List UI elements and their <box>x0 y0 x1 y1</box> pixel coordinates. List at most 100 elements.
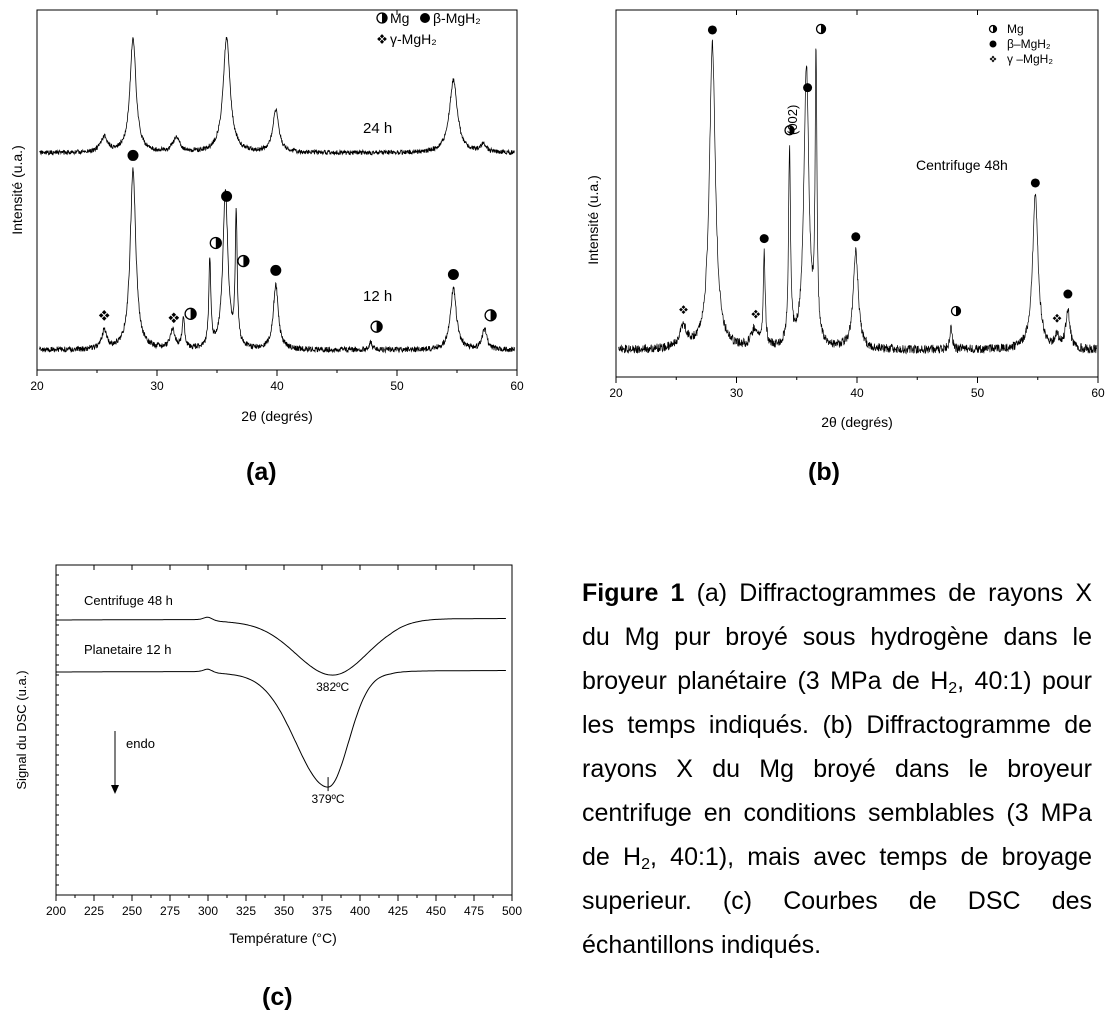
a-tick-label: 50 <box>390 379 404 393</box>
diamond-shape <box>681 305 686 310</box>
c-tick-label: 325 <box>236 904 256 918</box>
c-tick-label: 275 <box>160 904 180 918</box>
filled-circle-shape <box>1063 289 1073 299</box>
c-tick-label: 225 <box>84 904 104 918</box>
dsc-curve-centrifuge-48h <box>56 616 506 676</box>
legend-label-gamma-b: γ –MgH₂ <box>1007 52 1053 66</box>
caption-subscript-2: 2 <box>641 856 650 873</box>
diamond-shape <box>168 315 174 321</box>
diamond-shape <box>751 312 756 316</box>
peak-marker-filled-circle <box>803 83 813 93</box>
panel-label-a: (a) <box>246 458 277 486</box>
diamond-shape <box>991 55 995 59</box>
diamond-shape <box>756 312 761 316</box>
legend-symbol-mg-b <box>988 24 998 34</box>
peak-marker-filled-circle <box>221 190 233 202</box>
filled-circle-shape <box>759 234 769 244</box>
legend-label-beta-b: β–MgH₂ <box>1007 37 1051 51</box>
c-tick-label: 250 <box>122 904 142 918</box>
x-axis-label-b: 2θ (degrés) <box>821 414 893 430</box>
diamond-shape <box>171 312 177 318</box>
peak-marker-diamond-cluster <box>98 310 110 321</box>
peak-marker-filled-circle <box>1063 289 1073 299</box>
peak-marker-open-circle <box>237 254 250 268</box>
filled-circle-shape <box>707 25 717 35</box>
peak-marker-filled-circle <box>270 264 282 276</box>
peak-marker-open-circle <box>950 305 962 317</box>
series-label-24h: 24 h <box>363 120 392 137</box>
dsc-chart-c: 200 225 250 275 300 325 350 375 400 425 450 475 500 … <box>14 564 522 946</box>
filled-circle-shape <box>127 149 139 161</box>
diamond-shape <box>679 307 683 312</box>
legend-label-gamma-a: γ-MgH₂ <box>390 31 437 47</box>
half-fill-shape <box>955 306 961 316</box>
xrd-chart-a: 20 30 40 50 60 24 h 12 h Mg β-MgH₂ γ-MgH₂ 2θ… <box>9 9 524 424</box>
b-tick-label: 20 <box>609 386 623 400</box>
diamond-shape <box>1057 316 1062 321</box>
plot-frame-a <box>36 9 518 371</box>
annotation-centrifuge-48h: Centrifuge 48h <box>916 157 1008 173</box>
xrd-chart-b: 20 30 40 50 60 Centrifuge 48h (002) Mg β–MgH… <box>585 9 1105 430</box>
peak-marker-open-circle <box>815 23 827 35</box>
xrd-curve-24h <box>39 36 515 156</box>
diamond-shape <box>753 309 758 314</box>
legend-marker-shape <box>988 24 998 34</box>
legend-marker-shape <box>377 34 387 44</box>
legend-label-mg-a: Mg <box>390 10 409 26</box>
y-axis-label-a: Intensité (u.a.) <box>9 145 25 235</box>
annotation-endo: endo <box>126 736 155 751</box>
caption-text-a: (a) Diffractogrammes de rayons X du Mg p… <box>582 579 1092 695</box>
annotation-002: (002) <box>785 105 800 135</box>
endo-arrow <box>111 731 119 794</box>
b-tick-label: 50 <box>971 386 985 400</box>
half-fill-shape <box>376 321 383 333</box>
peak-marker-diamond-cluster <box>168 312 180 324</box>
diamond-shape <box>681 310 686 314</box>
b-tick-label: 30 <box>730 386 744 400</box>
c-tick-label: 425 <box>388 904 408 918</box>
dsc-series-label: Centrifuge 48 h <box>84 593 173 608</box>
a-tick-label: 40 <box>270 379 284 393</box>
peak-marker-open-circle <box>209 236 222 250</box>
peak-marker-filled-circle <box>447 269 459 281</box>
diamond-shape <box>379 34 385 39</box>
diamond-shape <box>753 314 758 319</box>
legend-symbol-gamma-b <box>989 55 997 63</box>
diamond-shape <box>1055 318 1059 323</box>
panel-label-b: (b) <box>808 458 840 486</box>
legend-a: Mg β-MgH₂ γ-MgH₂ <box>376 10 481 47</box>
peak-marker-filled-circle <box>1030 178 1040 188</box>
caption-text-b: , 40:1) pour les temps indiqués. (b) Dif… <box>582 667 1092 871</box>
dsc-peak-label: 382ºC <box>316 680 349 694</box>
xrd-curve-12h <box>39 167 515 354</box>
legend-symbol-beta-b <box>989 40 997 48</box>
half-fill-shape <box>490 309 497 321</box>
filled-circle-shape <box>989 40 997 48</box>
diamond-shape <box>377 36 382 42</box>
peak-marker-filled-circle <box>127 149 139 161</box>
diamond-shape <box>989 57 993 61</box>
legend-label-beta-a: β-MgH₂ <box>433 10 481 26</box>
diamond-shape <box>1055 313 1059 318</box>
c-tick-label: 400 <box>350 904 370 918</box>
legend-marker-shape <box>376 12 388 24</box>
filled-circle-shape <box>221 190 233 202</box>
diamond-shape <box>379 39 385 44</box>
peak-marker-open-circle <box>184 307 197 320</box>
y-axis-label-c: Signal du DSC (u.a.) <box>14 670 29 789</box>
peak-marker-open-circle <box>784 125 795 136</box>
x-axis-label-a: 2θ (degrés) <box>241 408 313 424</box>
legend-b: Mg β–MgH₂ γ –MgH₂ <box>988 22 1053 66</box>
diamond-shape <box>171 318 177 324</box>
peak-marker-open-circle <box>370 320 383 333</box>
c-tick-label: 375 <box>312 904 332 918</box>
figure-caption: Figure 1 (a) Diffractogrammes de rayons … <box>582 571 1092 1034</box>
legend-label-mg-b: Mg <box>1007 22 1024 36</box>
peak-marker-filled-circle <box>851 232 861 242</box>
half-fill-shape <box>215 237 222 249</box>
diamond-shape <box>382 36 387 42</box>
peak-marker-diamond-cluster <box>1052 313 1062 323</box>
a-tick-label: 60 <box>510 379 524 393</box>
half-fill-shape <box>243 255 249 267</box>
legend-symbol-beta-a <box>420 13 430 23</box>
